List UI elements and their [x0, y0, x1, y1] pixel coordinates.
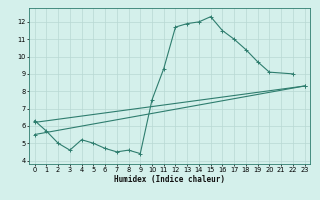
X-axis label: Humidex (Indice chaleur): Humidex (Indice chaleur) — [114, 175, 225, 184]
